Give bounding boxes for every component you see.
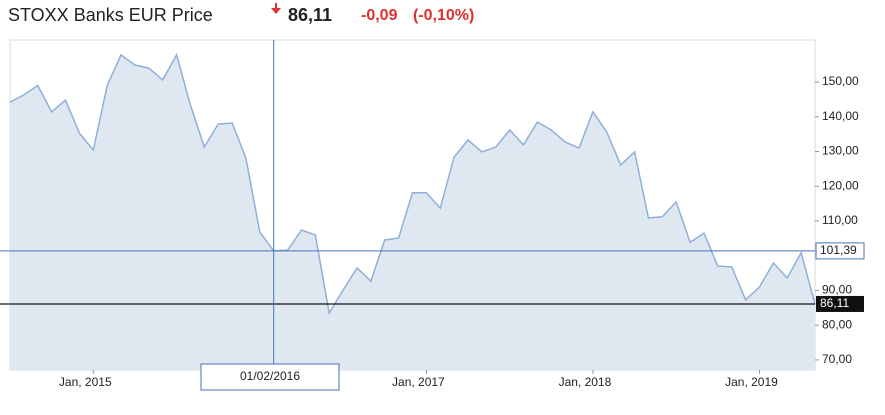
x-tick-label: Jan, 2018 <box>559 375 612 389</box>
area <box>10 54 815 371</box>
change: -0,09 <box>361 7 398 24</box>
y-tick-label: 130,00 <box>822 144 859 158</box>
crosshair-value-label: 101,39 <box>820 243 857 257</box>
price: 86,11 <box>288 5 332 25</box>
chart-title: STOXX Banks EUR Price <box>8 5 213 25</box>
y-tick-label: 110,00 <box>822 213 858 227</box>
down-arrow <box>271 3 281 14</box>
crosshair-date-label: 01/02/2016 <box>240 369 300 383</box>
y-tick-label: 80,00 <box>822 317 852 331</box>
line <box>9 52 816 316</box>
y-tick-label: 150,00 <box>822 74 859 88</box>
y-tick-label: 140,00 <box>822 109 859 123</box>
crosshair-date-box <box>200 363 340 391</box>
change-percent: (-0,10%) <box>413 7 474 24</box>
last-price-label: 86,11 <box>820 296 849 310</box>
y-tick-label: 90,00 <box>822 283 852 297</box>
y-tick-label: 120,00 <box>822 178 859 192</box>
x-tick-label: Jan, 2015 <box>59 375 112 389</box>
x-tick-label: Jan, 2017 <box>392 375 445 389</box>
x-tick-label: Jan, 2019 <box>725 375 778 389</box>
crosshair-value-box <box>815 242 865 260</box>
last-price-box <box>816 295 864 312</box>
y-tick-label: 70,00 <box>822 352 852 366</box>
